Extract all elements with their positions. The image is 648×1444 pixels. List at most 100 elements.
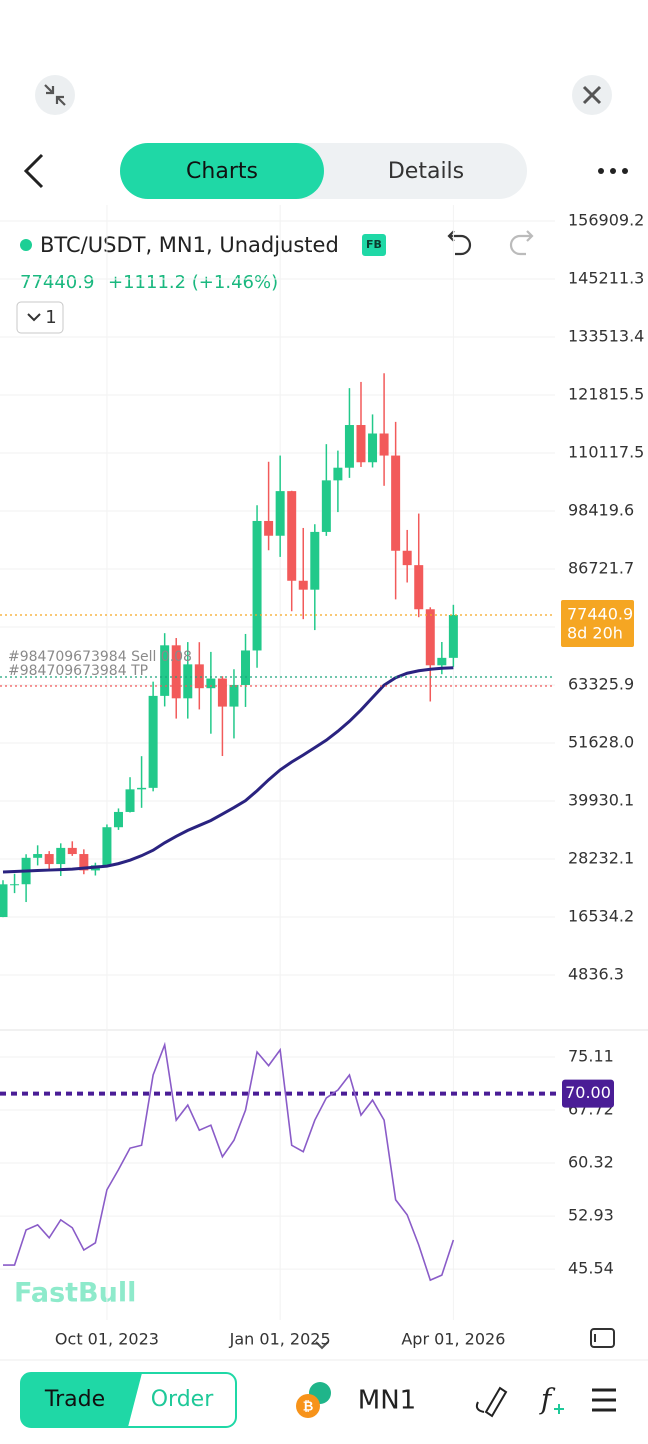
menu-button[interactable]: [592, 1388, 616, 1412]
candle-body: [56, 847, 66, 865]
svg-text:₿: ₿: [303, 1400, 314, 1415]
trade-button[interactable]: [21, 1373, 142, 1427]
more-button[interactable]: [598, 168, 628, 174]
y-tick-label: 63325.9: [568, 674, 634, 693]
chart-title: BTC/USDT, MN1, Unadjusted: [40, 233, 339, 257]
y-tick-label: 110117.5: [568, 442, 644, 461]
candle-body: [356, 425, 366, 463]
symbol-icon[interactable]: ₿: [296, 1382, 331, 1418]
undo-button[interactable]: [447, 230, 472, 256]
y-tick-label: 145211.3: [568, 268, 644, 287]
tab-active[interactable]: [120, 143, 324, 199]
candle-body: [241, 650, 251, 685]
candle-body: [79, 854, 89, 871]
button-label[interactable]: Order: [151, 1387, 214, 1412]
tab[interactable]: Details: [388, 159, 464, 184]
y-tick-label: 156909.2: [568, 210, 644, 229]
y-tick-label: 28232.1: [568, 848, 634, 867]
price-tag: [561, 600, 634, 648]
button-label[interactable]: Trade: [44, 1387, 105, 1412]
y-tick-label: 16534.2: [568, 906, 634, 925]
candle-body: [160, 645, 170, 696]
candle-body: [264, 520, 274, 536]
candle-body: [402, 550, 412, 566]
candle-body: [275, 491, 285, 536]
status-dot: [20, 239, 32, 251]
price-tag-value: 77440.9: [567, 605, 633, 624]
moving-average: [2, 666, 454, 874]
order-label: #984709673984 Sell 0.08: [8, 649, 192, 665]
candle-body: [125, 789, 135, 812]
y-tick-label: 75.11: [568, 1046, 614, 1065]
timeframe[interactable]: MN1: [358, 1386, 416, 1416]
candle-body: [379, 433, 389, 456]
y-tick-label: 39930.1: [568, 790, 634, 809]
y-tick-label: 86721.7: [568, 558, 634, 577]
price-tag-countdown: 8d 20h: [567, 624, 623, 643]
candle-body: [437, 657, 447, 666]
candle-body: [229, 684, 239, 707]
candle-body: [206, 678, 216, 689]
chevron: [27, 313, 41, 322]
candle-body: [310, 531, 320, 590]
candle-body: [0, 884, 8, 918]
candle-body: [333, 467, 343, 481]
candle-body: [344, 425, 354, 468]
minimize-button[interactable]: [35, 75, 75, 115]
candle-body: [148, 695, 158, 788]
candle-body: [194, 664, 204, 689]
candle-body: [368, 433, 378, 463]
candle-body: [321, 480, 331, 532]
y-tick-label: 133513.4: [568, 326, 644, 345]
close-button[interactable]: [572, 75, 612, 115]
candle-body: [298, 580, 308, 590]
y-tick-label: 51628.0: [568, 732, 634, 751]
draw-button[interactable]: [475, 1386, 508, 1418]
badge-text: FB: [366, 238, 382, 251]
watermark: FastBull: [14, 1278, 136, 1309]
back-button[interactable]: [23, 153, 44, 189]
candle-body: [183, 664, 193, 699]
indicator-button[interactable]: f: [539, 1383, 564, 1416]
candle-body: [391, 455, 401, 551]
x-tick-label: Jan 01, 2025: [229, 1330, 331, 1349]
candle-body: [252, 520, 262, 651]
y-tick-label: 60.32: [568, 1153, 614, 1172]
rsi-line: [3, 1041, 455, 1282]
indicator-dropdown[interactable]: [16, 301, 64, 334]
x-tick-label: Oct 01, 2023: [55, 1330, 159, 1349]
y-tick-label: 121815.5: [568, 384, 644, 403]
layout-button[interactable]: [590, 1328, 615, 1348]
candle-body: [414, 565, 424, 610]
badge: [362, 234, 386, 256]
candle-body: [137, 787, 147, 790]
candle-body: [102, 827, 112, 866]
y-tick-label: 98419.6: [568, 500, 634, 519]
candle-body: [448, 615, 458, 658]
level-tag: [562, 1079, 614, 1108]
level-label: 70.00: [565, 1083, 611, 1102]
candle-body: [33, 854, 43, 858]
candle-body: [44, 854, 54, 865]
collapse-handle[interactable]: [315, 1341, 329, 1350]
y-tick-label: 52.93: [568, 1206, 614, 1225]
candle-body: [113, 811, 123, 828]
y-tick-label: 45.54: [568, 1259, 614, 1278]
svg-text:f: f: [539, 1383, 556, 1416]
candle-body: [67, 847, 77, 855]
candle-body: [10, 884, 20, 886]
y-tick-label: 4836.3: [568, 964, 624, 983]
tab[interactable]: Charts: [186, 159, 258, 184]
redo-button[interactable]: [509, 230, 534, 256]
candle-body: [171, 645, 181, 699]
candle-body: [217, 678, 227, 707]
x-tick-label: Apr 01, 2026: [401, 1330, 505, 1349]
candle-body: [425, 609, 435, 666]
indicator-count: 1: [45, 307, 56, 328]
candle-body: [287, 491, 297, 581]
order-label: #984709673984 TP: [8, 663, 148, 679]
last-price: 77440.9: [20, 272, 94, 293]
price-change: +1111.2 (+1.46%): [108, 272, 278, 293]
